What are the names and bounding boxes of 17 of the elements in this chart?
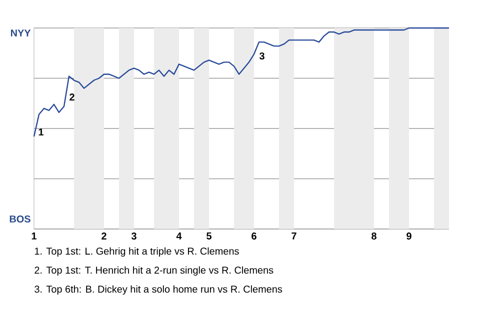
annotation: 3 xyxy=(259,52,264,60)
x-tick-label: 5 xyxy=(206,232,212,240)
text: 1. Top 1st: L. Gehrig hit a triple vs R. Clemens xyxy=(34,247,239,257)
annotation: 1 xyxy=(38,128,44,136)
x-tick-label: 8 xyxy=(372,232,376,240)
x-tick-label: 2 xyxy=(102,232,106,240)
text: NYY xyxy=(10,30,31,36)
x-tick-label: 1 xyxy=(32,232,36,240)
x-tick-label: 6 xyxy=(252,232,256,240)
x-tick-label: 3 xyxy=(131,232,136,240)
x-tick-label: 7 xyxy=(292,232,296,240)
text: BOS xyxy=(10,215,30,223)
annotation: 2 xyxy=(70,94,74,100)
x-tick-label: 4 xyxy=(176,232,182,240)
text: 2. Top 1st: T. Henrich hit a 2-run single vs R. Clemens xyxy=(34,266,274,276)
text: 3. Top 6th: B. Dickey hit a solo home run vs R. Clemens xyxy=(34,285,282,295)
x-tick-label: 9 xyxy=(406,232,412,240)
